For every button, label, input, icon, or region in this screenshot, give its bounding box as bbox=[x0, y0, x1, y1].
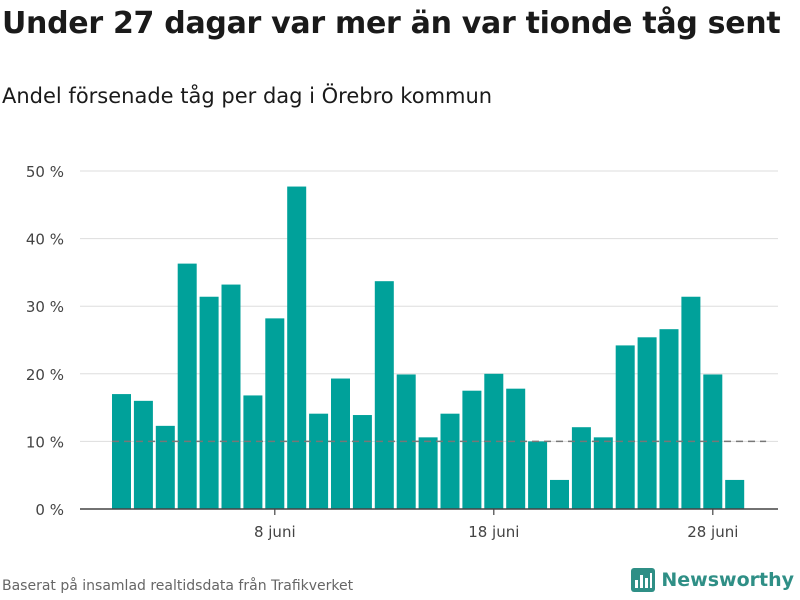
bar bbox=[571, 427, 591, 509]
bar bbox=[681, 296, 701, 509]
x-tick-label: 8 juni bbox=[254, 523, 296, 541]
bar bbox=[287, 186, 307, 509]
y-tick-label: 10 % bbox=[26, 433, 64, 451]
y-tick-label: 50 % bbox=[26, 163, 64, 181]
bar bbox=[112, 394, 131, 509]
x-tick-label: 28 juni bbox=[687, 523, 738, 541]
chart-title: Under 27 dagar var mer än var tionde tåg… bbox=[2, 6, 781, 41]
bar bbox=[615, 345, 635, 509]
y-tick-label: 40 % bbox=[26, 231, 64, 249]
bar bbox=[133, 400, 153, 509]
source-note: Baserat på insamlad realtidsdata från Tr… bbox=[2, 578, 354, 594]
bar bbox=[331, 378, 350, 509]
bar bbox=[155, 425, 175, 509]
bar bbox=[374, 281, 394, 509]
bar bbox=[221, 284, 241, 509]
bar bbox=[418, 437, 438, 509]
bar bbox=[243, 395, 263, 509]
bar bbox=[265, 318, 285, 509]
bar bbox=[309, 413, 329, 509]
y-tick-label: 30 % bbox=[26, 298, 64, 316]
bar bbox=[637, 337, 657, 509]
brand-logo[interactable]: Newsworthy bbox=[631, 568, 794, 592]
bar bbox=[462, 390, 482, 509]
brand-name: Newsworthy bbox=[661, 569, 794, 591]
bar bbox=[528, 441, 548, 509]
y-tick-label: 20 % bbox=[26, 366, 64, 384]
bar bbox=[177, 263, 197, 509]
bar bbox=[725, 479, 745, 509]
x-tick-label: 18 juni bbox=[468, 523, 519, 541]
y-tick-label: 0 % bbox=[35, 501, 64, 519]
bar-chart-logo-icon bbox=[631, 568, 656, 592]
bar bbox=[440, 413, 460, 509]
bar bbox=[550, 479, 569, 509]
bar bbox=[484, 373, 504, 509]
chart-subtitle: Andel försenade tåg per dag i Örebro kom… bbox=[2, 84, 493, 108]
bar bbox=[593, 437, 613, 509]
bar bbox=[199, 296, 219, 509]
bar bbox=[659, 329, 679, 509]
bar bbox=[352, 415, 372, 509]
bar bbox=[506, 388, 526, 509]
